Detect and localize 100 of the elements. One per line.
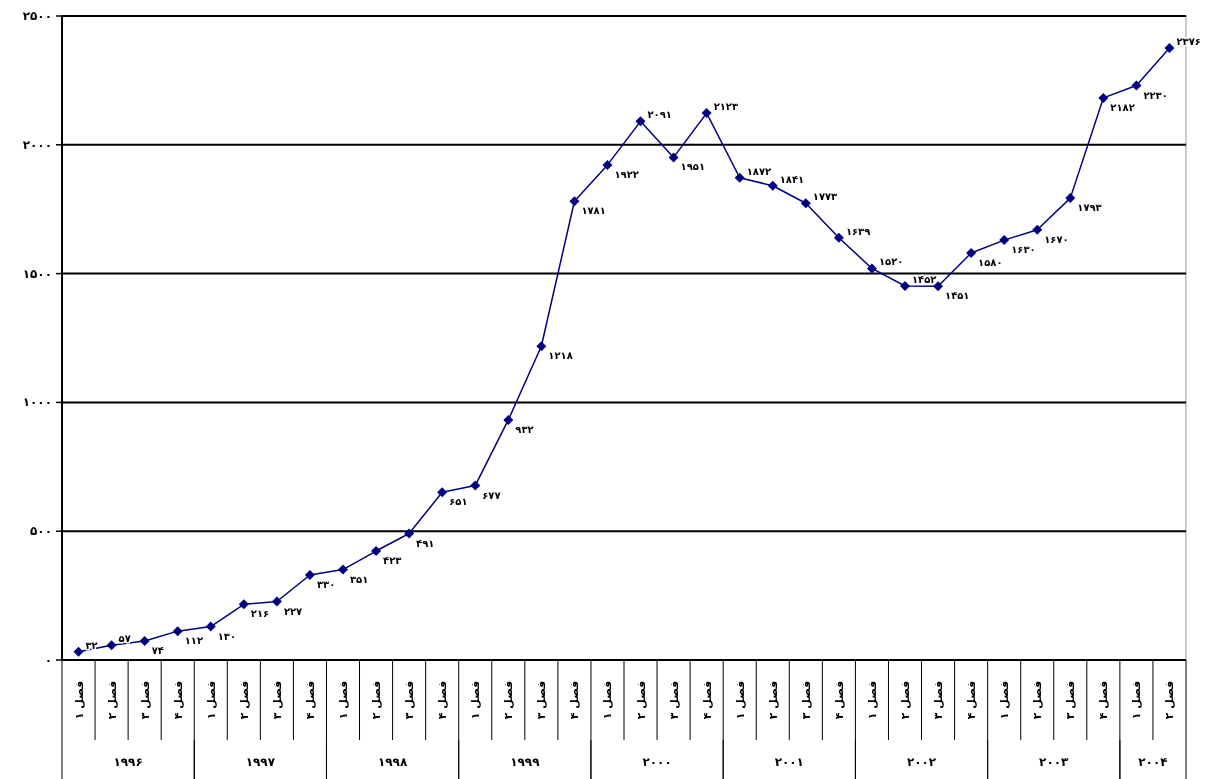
point <box>933 281 944 292</box>
point <box>734 172 745 183</box>
point <box>172 626 183 637</box>
x-tick-label: فصل ۱ <box>733 680 747 720</box>
point <box>1098 92 1109 103</box>
point <box>1131 80 1142 91</box>
point <box>371 546 382 557</box>
point <box>139 635 150 646</box>
point <box>304 569 315 580</box>
x-tick-label: فصل ۳ <box>799 680 813 720</box>
x-tick-label: فصل ۱ <box>865 680 879 720</box>
data-label: ۱۹۵۱ <box>680 161 706 173</box>
data-label: ۱۵۸۰ <box>978 256 1003 268</box>
y-tick-label: ۲۵۰۰ <box>22 9 52 23</box>
data-label: ۲۱۶ <box>250 608 270 620</box>
point <box>437 487 448 498</box>
point <box>701 108 712 119</box>
x-tick-label: فصل ۴ <box>832 680 846 720</box>
data-label: ۵۷ <box>118 633 131 645</box>
x-tick-label: فصل ۱ <box>469 680 483 720</box>
data-label: ۷۴ <box>151 644 164 656</box>
y-tick-label: ۵۰۰ <box>30 524 52 539</box>
data-label: ۱۳۰ <box>217 630 237 642</box>
data-label: ۱۸۴۱ <box>779 173 805 185</box>
data-label: ۱۹۲۲ <box>614 168 639 180</box>
point <box>470 480 481 491</box>
x-tick-label: فصل ۲ <box>634 680 648 720</box>
x-tick-label: فصل ۲ <box>766 680 780 720</box>
data-label: ۱۷۷۳ <box>812 191 838 203</box>
x-tick-label: فصل ۲ <box>502 680 516 720</box>
y-tick-label: ۰ <box>44 653 52 667</box>
x-tick-label: فصل ۴ <box>1097 680 1111 720</box>
data-label: ۱۴۵۱ <box>945 290 970 302</box>
point <box>569 196 580 207</box>
data-label: ۲۲۷ <box>283 605 303 617</box>
point <box>635 116 646 127</box>
text: ۱۹۹۷ <box>245 755 276 769</box>
data-label: ۲۰۹۱ <box>647 109 672 121</box>
data-label: ۶۵۱ <box>449 496 468 508</box>
point <box>833 232 844 243</box>
point <box>966 247 977 258</box>
x-tick-label: فصل ۳ <box>932 680 946 720</box>
point <box>271 596 282 607</box>
point <box>1065 193 1076 204</box>
text: ۲۰۰۴ <box>1138 755 1168 769</box>
point <box>503 414 514 425</box>
y-tick-label: ۱۰۰۰ <box>22 395 52 410</box>
x-tick-label: فصل ۱ <box>998 680 1012 720</box>
data-label: ۳۲ <box>85 639 98 651</box>
point <box>238 599 249 610</box>
point <box>999 235 1010 246</box>
x-tick-label: فصل ۳ <box>1064 680 1078 720</box>
point <box>404 528 415 539</box>
x-tick-label: فصل ۴ <box>700 680 714 720</box>
data-label: ۹۳۲ <box>515 423 534 435</box>
x-tick-label: فصل ۲ <box>105 680 119 720</box>
data-label: ۱۴۵۲ <box>912 273 937 285</box>
text: ۲۰۰۱ <box>774 755 804 769</box>
x-tick-label: فصل ۳ <box>403 680 417 720</box>
data-label: ۱۶۷۰ <box>1044 233 1069 245</box>
data-label: ۲۲۳۰ <box>1143 89 1168 101</box>
x-tick-label: فصل ۴ <box>436 680 450 720</box>
point <box>205 621 216 632</box>
x-tick-label: فصل ۱ <box>204 680 218 720</box>
data-label: ۱۷۸۱ <box>581 205 606 217</box>
data-label: ۱۷۹۳ <box>1077 202 1102 214</box>
text: ۱۹۹۸ <box>377 755 408 769</box>
data-label: ۶۷۷ <box>482 489 501 501</box>
text: ۲۰۰۳ <box>1039 755 1070 769</box>
data-label: ۱۸۷۲ <box>746 165 772 177</box>
point <box>767 180 778 191</box>
point <box>536 341 547 352</box>
data-label: ۴۲۳ <box>383 555 402 567</box>
text: ۲۰۰۰ <box>642 755 672 769</box>
point <box>668 152 679 163</box>
x-tick-label: فصل ۲ <box>899 680 912 720</box>
data-label: ۱۵۲۰ <box>878 256 904 268</box>
x-tick-label: فصل ۲ <box>370 680 384 720</box>
point <box>900 280 910 291</box>
data-label: ۴۹۱ <box>416 537 435 549</box>
x-tick-label: فصل ۱ <box>601 680 615 720</box>
x-tick-label: فصل ۱ <box>72 680 86 720</box>
x-tick-label: فصل ۱ <box>337 680 350 720</box>
x-tick-label: فصل ۱ <box>1130 680 1144 720</box>
point <box>602 159 613 170</box>
x-tick-label: فصل ۳ <box>138 680 152 720</box>
data-label: ۱۲۱۸ <box>548 350 573 362</box>
x-tick-label: فصل ۴ <box>965 680 979 720</box>
text: ۱۹۹۶ <box>113 755 143 769</box>
x-tick-label: فصل ۳ <box>535 680 549 720</box>
x-tick-label: فصل ۲ <box>237 680 251 720</box>
x-tick-label: فصل ۲ <box>1163 680 1177 720</box>
point <box>1032 224 1043 235</box>
data-label: ۱۱۲ <box>184 635 204 647</box>
data-label: ۱۶۳۹ <box>845 225 871 237</box>
point <box>73 646 84 657</box>
data-label: ۲۱۲۳ <box>713 101 739 113</box>
text: ۲۰۰۲ <box>906 755 937 769</box>
text: ۱۹۹۹ <box>510 755 541 769</box>
data-label: ۲۱۸۲ <box>1110 101 1135 113</box>
